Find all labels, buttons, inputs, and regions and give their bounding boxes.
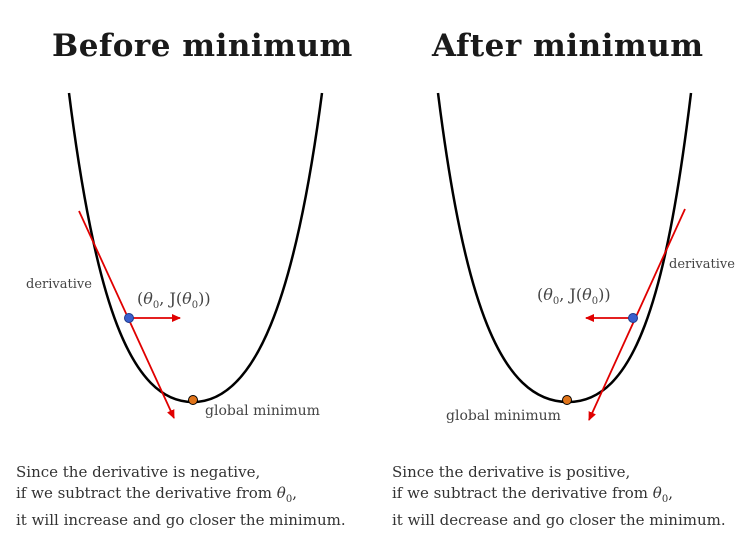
after-minimum-diagram: derivative (θ0, J(θ0)) global minimum — [436, 92, 735, 424]
panel-after-minimum: After minimum derivative (θ0, J(θ0)) glo… — [376, 0, 752, 543]
caption-line-2: if we subtract the derivative from θ0, — [16, 484, 297, 505]
caption-line-3: it will increase and go closer the minim… — [16, 511, 346, 529]
caption-line-1: Since the derivative is negative, — [16, 463, 261, 481]
caption: Since the derivative is negative, if we … — [16, 462, 346, 531]
point-label: (θ0, J(θ0)) — [137, 289, 211, 311]
tangent-line — [588, 208, 686, 421]
current-point — [124, 313, 134, 323]
global-minimum-point — [562, 395, 572, 405]
current-point — [628, 313, 638, 323]
derivative-label: derivative — [26, 277, 92, 292]
point-label: (θ0, J(θ0)) — [537, 285, 611, 307]
panel-title: Before minimum — [52, 28, 353, 64]
global-minimum-label: global minimum — [205, 403, 320, 419]
global-minimum-point — [188, 395, 198, 405]
caption: Since the derivative is positive, if we … — [392, 462, 726, 531]
cost-curve — [436, 92, 693, 404]
caption-line-2: if we subtract the derivative from θ0, — [392, 484, 673, 505]
cost-curve — [67, 92, 324, 404]
before-minimum-diagram: derivative (θ0, J(θ0)) global minimum — [26, 92, 324, 419]
panel-before-minimum: Before minimum derivative (θ0, J(θ0)) gl… — [16, 28, 353, 531]
caption-line-1: Since the derivative is positive, — [392, 463, 631, 481]
derivative-label: derivative — [669, 257, 735, 272]
panel-title: After minimum — [432, 28, 704, 64]
caption-line-3: it will decrease and go closer the minim… — [392, 511, 726, 529]
global-minimum-label: global minimum — [446, 408, 561, 424]
